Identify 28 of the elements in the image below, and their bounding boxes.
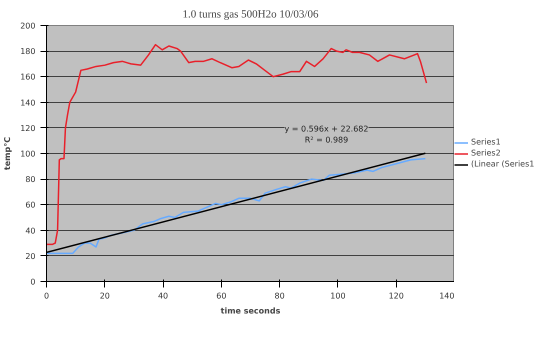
- y-tick-label: 40: [25, 226, 36, 236]
- y-tick-label: 80: [25, 175, 36, 184]
- annotation: R² = 0.989: [304, 136, 348, 144]
- x-tick-label: 60: [216, 292, 226, 300]
- line-series: [46, 44, 428, 246]
- y-tick-label: 160: [20, 72, 36, 82]
- legend-label: (Linear (Series1: [471, 160, 534, 168]
- annotation: y = 0.596x + 22.682: [284, 124, 368, 134]
- x-tick-label: 140: [439, 292, 455, 300]
- y-tick-label: 140: [20, 98, 36, 108]
- y-axis-title: temp°C: [3, 136, 12, 170]
- y-tick-label: 20: [25, 252, 36, 261]
- y-tick-label: 100: [20, 150, 36, 158]
- y-tick-label: 0: [30, 278, 36, 286]
- y-tick-label: 120: [20, 124, 36, 133]
- chart-title: 1.0 turns gas 500H2o 10/03/06: [182, 8, 319, 20]
- legend-label: Series2: [471, 148, 501, 158]
- x-tick-label: 0: [44, 292, 50, 300]
- x-tick-label: 100: [330, 292, 346, 300]
- legend-label: Series1: [471, 138, 501, 146]
- x-tick-label: 120: [388, 292, 404, 300]
- y-tick-label: 180: [20, 47, 36, 56]
- x-tick-label: 40: [158, 292, 168, 300]
- x-tick-label: 20: [100, 292, 110, 300]
- y-tick-label: 60: [25, 200, 36, 210]
- x-axis-title: time seconds: [220, 306, 281, 316]
- y-tick-label: 200: [20, 22, 36, 30]
- x-tick-label: 80: [274, 292, 285, 300]
